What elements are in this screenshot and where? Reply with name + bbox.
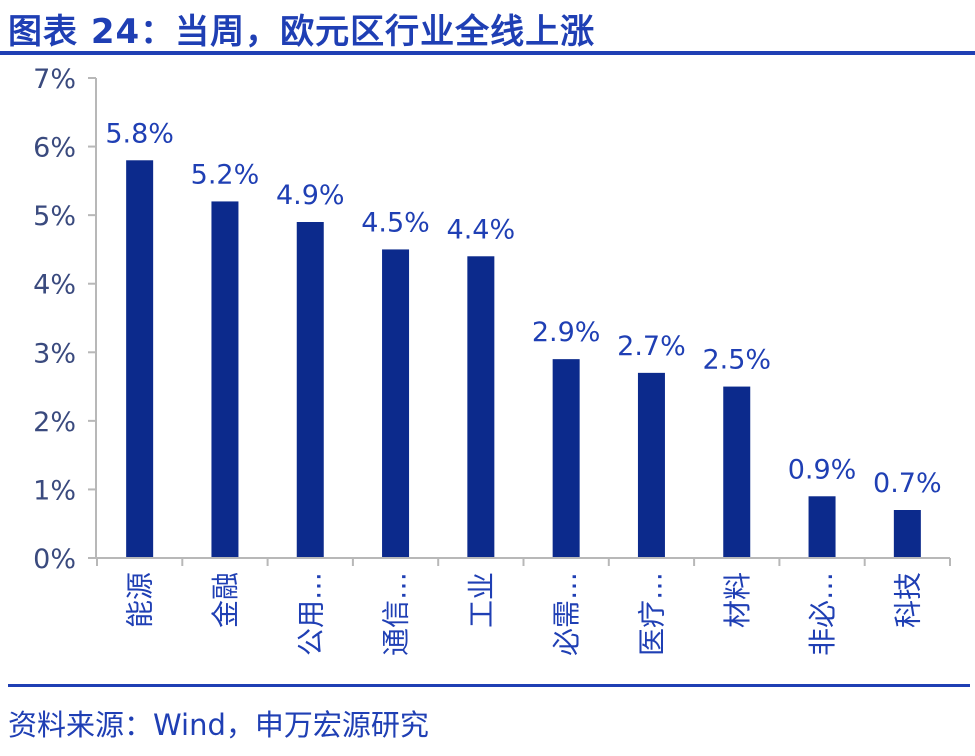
- bar: [637, 372, 665, 558]
- source-note: 资料来源：Wind，申万宏源研究: [8, 708, 429, 742]
- data-label: 5.8%: [105, 118, 174, 149]
- bar: [723, 386, 751, 558]
- bar: [296, 222, 324, 558]
- x-axis: 能源 金融 公用… 通信… 工业 必需… 医疗… 材料 非必… 科技: [96, 557, 951, 656]
- y-tick-label: 6%: [33, 133, 76, 164]
- bars: [126, 160, 921, 558]
- bar: [893, 510, 921, 558]
- data-label: 2.7%: [617, 331, 686, 362]
- data-label: 4.5%: [361, 207, 430, 238]
- y-tick-label: 2%: [33, 407, 76, 438]
- bar: [382, 249, 410, 558]
- y-tick-label: 1%: [33, 475, 76, 506]
- data-label: 5.2%: [191, 159, 260, 190]
- y-tick-label: 7%: [33, 64, 76, 95]
- data-label: 4.4%: [447, 214, 516, 245]
- y-tick-label: 5%: [33, 201, 76, 232]
- data-labels: 5.8% 5.2% 4.9% 4.5% 4.4% 2.9% 2.7% 2.5% 0.9% 0.7%: [105, 118, 941, 499]
- bar: [126, 160, 154, 558]
- x-category-label: 工业: [465, 572, 498, 628]
- footer-rule: [8, 684, 970, 687]
- title-rule: [0, 51, 975, 55]
- x-category-label: 能源: [124, 572, 157, 628]
- x-category-label: 材料: [721, 572, 754, 628]
- x-category-label: 科技: [891, 572, 924, 628]
- x-category-label: 金融: [209, 572, 242, 628]
- bar: [467, 256, 495, 558]
- figure-title: 图表 24：当周，欧元区行业全线上涨: [8, 12, 596, 52]
- data-label: 0.9%: [788, 454, 857, 485]
- data-label: 0.7%: [873, 468, 942, 499]
- x-category-label: 必需…: [550, 572, 583, 656]
- y-tick-label: 3%: [33, 338, 76, 369]
- x-category-label: 医疗…: [635, 572, 668, 656]
- x-category-label: 公用…: [294, 572, 327, 656]
- y-tick-label: 0%: [33, 544, 76, 575]
- x-category-label: 通信…: [380, 572, 413, 656]
- x-category-label: 非必…: [806, 572, 839, 656]
- data-label: 2.5%: [702, 345, 771, 376]
- bar: [808, 496, 836, 558]
- data-label: 4.9%: [276, 180, 345, 211]
- bar: [552, 359, 580, 558]
- y-tick-label: 4%: [33, 270, 76, 301]
- bar: [211, 201, 239, 558]
- bar-chart: 0% 1% 2% 3% 4% 5% 6% 7% 5.8% 5.2% 4.9% 4.5% 4.4% 2.9…: [33, 64, 951, 656]
- data-label: 2.9%: [532, 317, 601, 348]
- y-axis: 0% 1% 2% 3% 4% 5% 6% 7%: [33, 64, 97, 575]
